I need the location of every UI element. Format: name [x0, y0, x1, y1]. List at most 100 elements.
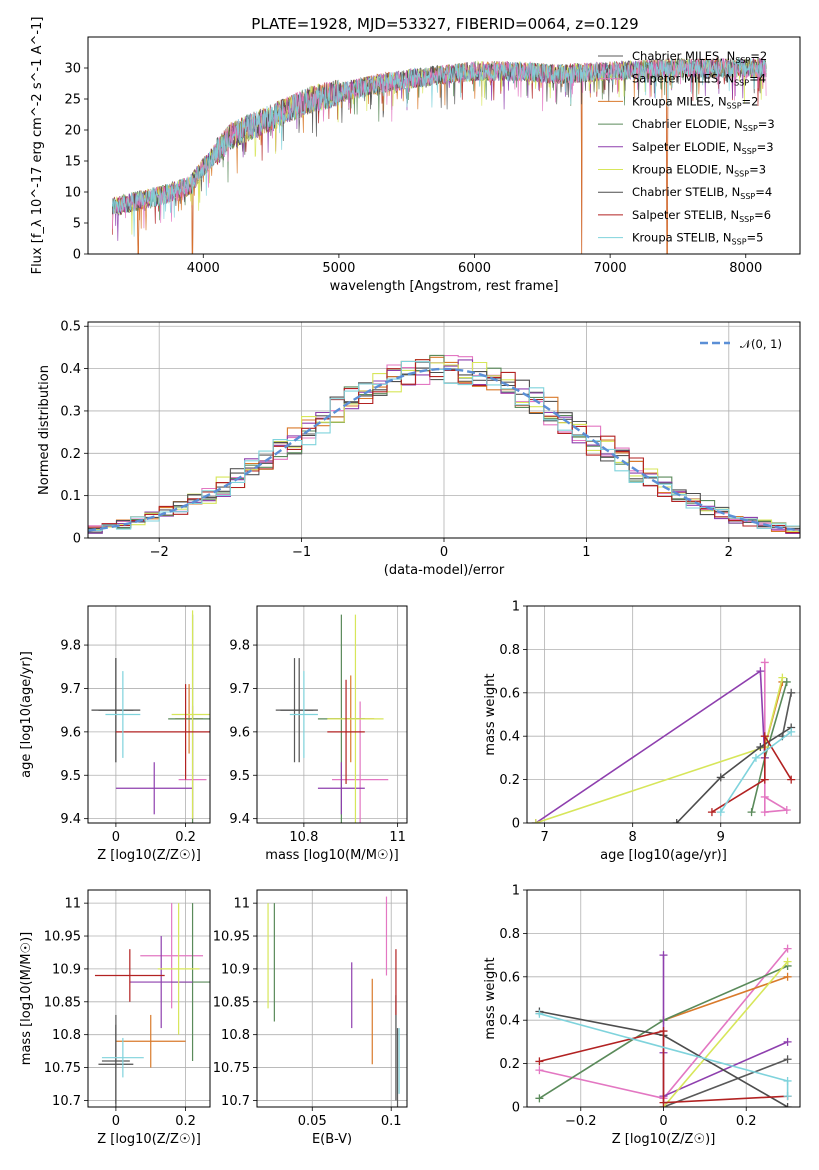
x-tick-label: −0.2: [565, 1114, 597, 1129]
y-tick-label: 9.5: [229, 769, 250, 784]
panel-spectrum: 4000 5000 6000 7000 8000 0 5 10 15 20 25 30 waveleng…: [30, 17, 801, 294]
plus-marker: [783, 957, 792, 966]
y-tick-label: 0.4: [499, 730, 520, 745]
figure-title: PLATE=1928, MJD=53327, FIBERID=0064, z=0…: [251, 15, 638, 33]
legend-label: Kroupa MILES, NSSP=2: [632, 94, 758, 110]
y-tick-label: 10.8: [221, 1028, 250, 1043]
y-tick-label: 5: [73, 217, 81, 232]
y-tick-label: 0.2: [499, 773, 520, 788]
y-tick-label: 10.8: [52, 1028, 81, 1043]
plus-marker: [707, 808, 716, 817]
legend-label: 𝒩(0, 1): [740, 337, 782, 351]
x-axis-label: mass [log10(M/M☉)]: [265, 848, 398, 863]
panel-mass_vs_ebv: 0.05 0.1 10.7 10.75 10.8 10.85 10.9 10.95 11 E(B-…: [213, 889, 408, 1147]
y-tick-label: 0: [512, 817, 520, 832]
x-tick-label: 6000: [458, 261, 491, 276]
plus-marker: [751, 753, 760, 762]
plus-marker: [535, 1057, 544, 1066]
plus-marker: [760, 732, 769, 741]
plus-marker: [782, 677, 791, 686]
y-tick-label: 10.75: [213, 1061, 250, 1076]
y-tick-label: 0: [73, 532, 81, 547]
plus-marker: [782, 805, 791, 814]
x-tick-label: 0: [112, 1114, 120, 1129]
error-bar-point: [317, 762, 365, 815]
plus-marker: [787, 688, 796, 697]
panel-weight_vs_age: 7 8 9 0 0.2 0.4 0.6 0.8 1 age [log10(age/yr)] mass…: [483, 600, 801, 863]
x-axis-label: wavelength [Angstrom, rest frame]: [330, 279, 559, 294]
y-tick-label: 9.8: [60, 639, 81, 654]
error-bar-point: [129, 936, 193, 1029]
error-bar-point: [115, 684, 210, 780]
y-tick-label: 9.7: [229, 682, 250, 697]
y-tick-label: 0.1: [60, 489, 81, 504]
x-tick-label: 0.05: [298, 1114, 327, 1129]
spectrum-line: [112, 58, 767, 237]
plus-marker: [716, 773, 725, 782]
weight-series: [663, 1058, 788, 1107]
legend-label: Kroupa STELIB, NSSP=5: [632, 231, 763, 247]
y-tick-label: 0.2: [60, 447, 81, 462]
weight-series: [711, 733, 792, 813]
x-tick-label: 0: [659, 1114, 667, 1129]
y-tick-label: 10.85: [44, 995, 81, 1010]
y-tick-label: 9.6: [229, 725, 250, 740]
y-tick-label: 10.85: [213, 995, 250, 1010]
legend-label: Chabrier STELIB, NSSP=4: [632, 185, 772, 201]
y-axis-label: age [log10(age/yr)]: [19, 651, 34, 778]
x-tick-label: 10.8: [289, 830, 318, 845]
plot-area: [88, 354, 800, 535]
error-bar-point: [289, 671, 318, 758]
y-axis-label: Normed distribution: [37, 365, 52, 495]
error-bar-point: [171, 610, 210, 819]
y-tick-label: 0.4: [499, 1014, 520, 1029]
plot-area: [531, 658, 796, 823]
error-bar-point: [115, 1014, 186, 1068]
plot-area: [535, 944, 792, 1107]
panel-age_vs_mass: 10.8 11 9.4 9.5 9.6 9.7 9.8 mass [log10(M/M☉)]: [229, 605, 408, 863]
plus-marker: [659, 951, 668, 960]
y-tick-label: 0: [512, 1101, 520, 1116]
x-tick-label: 8: [629, 830, 637, 845]
plot-area: [275, 614, 389, 823]
x-tick-label: 7: [540, 830, 548, 845]
y-tick-label: 25: [64, 93, 81, 108]
y-tick-label: 10.9: [52, 962, 81, 977]
plus-marker: [535, 1094, 544, 1103]
y-axis-label: mass weight: [483, 673, 498, 755]
x-axis-label: E(B-V): [312, 1132, 352, 1147]
y-tick-label: 10.7: [221, 1094, 250, 1109]
axes-frame: [87, 321, 801, 539]
legend: 𝒩(0, 1): [700, 337, 782, 351]
y-tick-label: 0.8: [499, 643, 520, 658]
weight-series: [676, 726, 792, 823]
y-tick-label: 0.2: [499, 1057, 520, 1072]
y-tick-label: 10.75: [44, 1061, 81, 1076]
weight-series: [539, 1029, 788, 1104]
y-tick-label: 0.6: [499, 970, 520, 985]
y-tick-label: 10.95: [213, 930, 250, 945]
plus-marker: [659, 1098, 668, 1107]
x-tick-label: 0.2: [175, 1114, 196, 1129]
y-tick-label: 9.5: [60, 769, 81, 784]
plus-marker: [760, 775, 769, 784]
y-tick-label: 30: [64, 62, 81, 77]
panel-mass_vs_Z: 0 0.2 10.7 10.75 10.8 10.85 10.9 10.95 11 Z [log1…: [19, 889, 211, 1147]
x-tick-label: 0: [440, 545, 448, 560]
axes-frame: [526, 605, 801, 824]
x-tick-label: −1: [292, 545, 311, 560]
error-bar-point: [157, 903, 200, 1035]
y-axis-label: mass weight: [483, 957, 498, 1039]
y-tick-label: 0.4: [60, 362, 81, 377]
x-tick-label: 0.2: [175, 830, 196, 845]
plus-marker: [783, 1103, 792, 1107]
y-tick-label: 10.95: [44, 930, 81, 945]
y-tick-label: 0.6: [499, 686, 520, 701]
y-tick-label: 11: [64, 897, 81, 912]
x-axis-label: Z [log10(Z/Z☉)]: [97, 1132, 201, 1147]
x-axis-label: Z [log10(Z/Z☉)]: [97, 848, 201, 863]
plus-marker: [756, 743, 765, 752]
legend-label: Chabrier MILES, NSSP=2: [632, 49, 767, 65]
axes-frame: [256, 889, 408, 1108]
plus-marker: [783, 1055, 792, 1064]
